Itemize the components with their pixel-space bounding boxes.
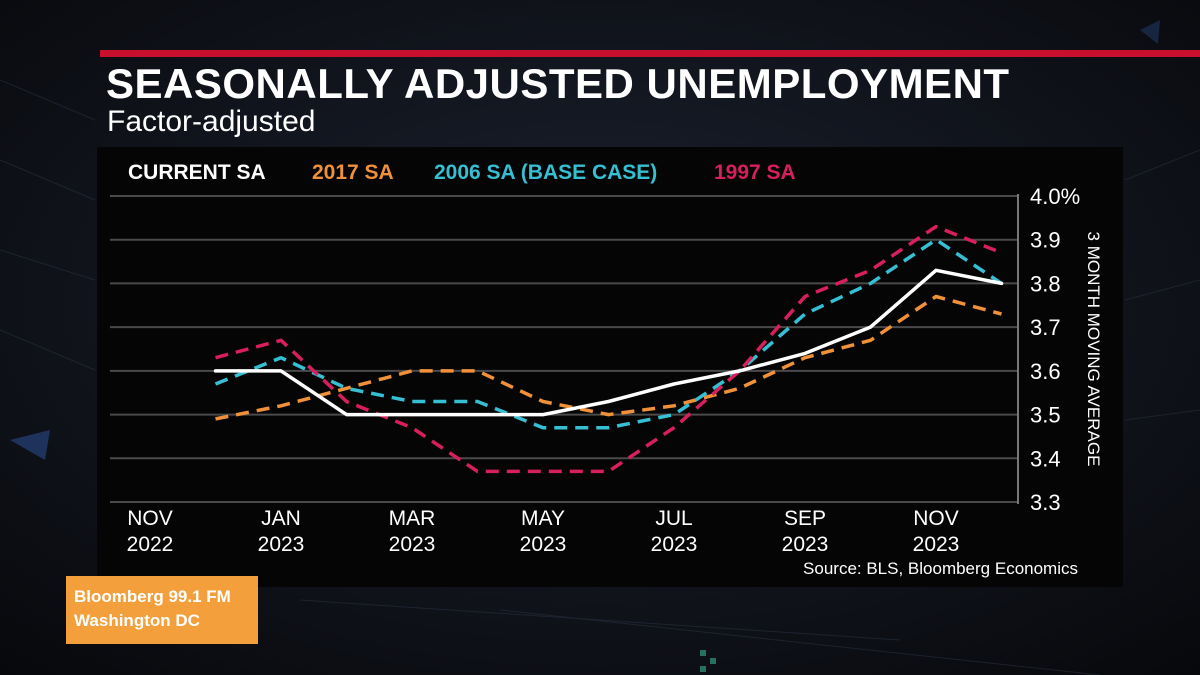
x-tick-label-year: 2022	[127, 533, 174, 556]
x-tick-label-year: 2023	[389, 533, 436, 556]
chart-subtitle: Factor-adjusted	[107, 105, 316, 138]
legend-item-2006-sa: 2006 SA (BASE CASE)	[434, 161, 658, 184]
x-tick-label-year: 2023	[258, 533, 305, 556]
y-axis-label: 3 MONTH MOVING AVERAGE	[1084, 232, 1103, 467]
legend-item-current-sa: CURRENT SA	[128, 161, 266, 184]
legend-item-1997-sa: 1997 SA	[714, 161, 796, 184]
accent-bar	[100, 50, 1200, 57]
chart-title: SEASONALLY ADJUSTED UNEMPLOYMENT	[106, 60, 1010, 107]
y-tick-label: 3.3	[1030, 490, 1061, 515]
y-tick-label: 3.8	[1030, 271, 1061, 296]
x-tick-label-year: 2023	[651, 533, 698, 556]
x-tick-label-month: NOV	[913, 507, 959, 530]
x-tick-label-year: 2023	[520, 533, 567, 556]
station-badge: Bloomberg 99.1 FM Washington DC	[66, 576, 258, 644]
legend-item-2017-sa: 2017 SA	[312, 161, 394, 184]
station-name: Bloomberg 99.1 FM	[74, 587, 231, 606]
y-tick-label: 3.9	[1030, 228, 1061, 253]
series-line-2006-sa-base-case	[214, 237, 1003, 430]
x-tick-label-month: NOV	[127, 507, 173, 530]
y-tick-label: 4.0%	[1030, 184, 1080, 209]
x-tick-label-month: MAY	[521, 507, 565, 530]
chart-panel	[97, 147, 1123, 587]
x-tick-label-year: 2023	[782, 533, 829, 556]
y-tick-label: 3.7	[1030, 315, 1061, 340]
source-note: Source: BLS, Bloomberg Economics	[803, 559, 1078, 578]
x-tick-label-year: 2023	[913, 533, 960, 556]
station-location: Washington DC	[74, 611, 200, 630]
x-tick-label-month: MAR	[389, 507, 436, 530]
series-line-1997-sa	[215, 224, 1003, 474]
y-tick-label: 3.5	[1030, 403, 1061, 428]
x-tick-label-month: SEP	[784, 507, 826, 530]
x-tick-label-month: JAN	[261, 507, 301, 530]
series-line-current-sa	[213, 268, 1004, 417]
series-line-2017-sa	[215, 294, 1002, 421]
y-tick-label: 3.6	[1030, 359, 1061, 384]
y-tick-label: 3.4	[1030, 446, 1061, 471]
x-tick-label-month: JUL	[655, 507, 692, 530]
